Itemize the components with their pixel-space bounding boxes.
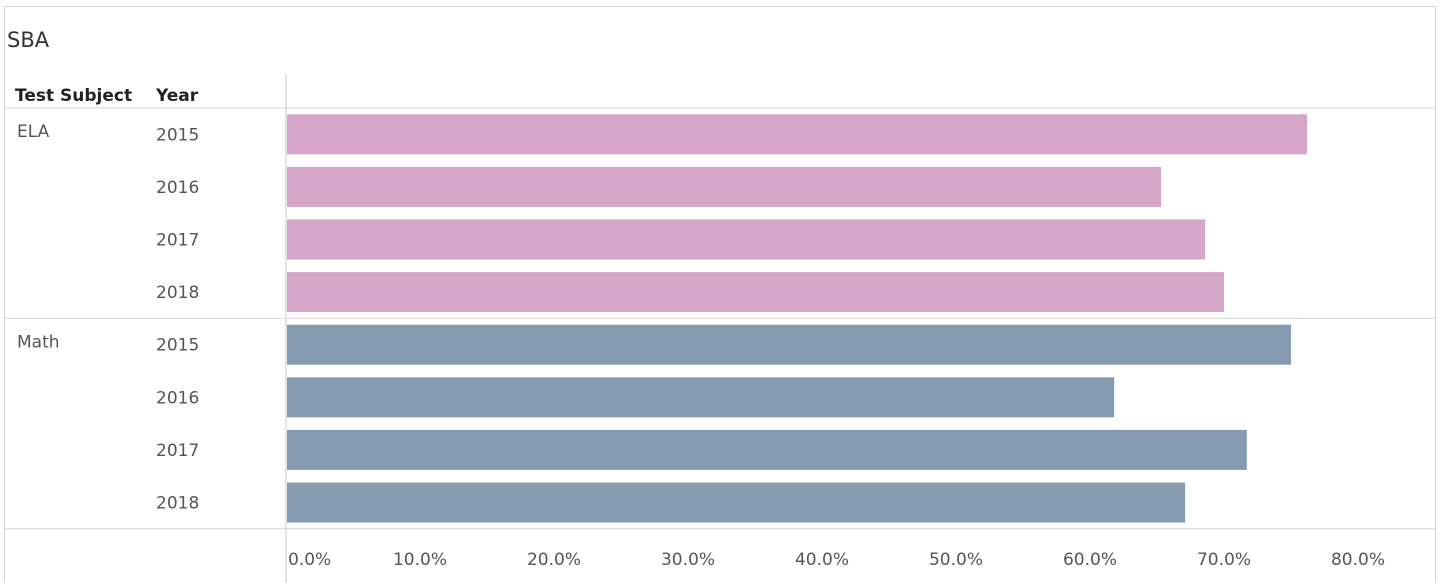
year-label: 2015 [156, 336, 199, 356]
x-tick-label: 50.0% [929, 550, 983, 570]
chart-frame [4, 6, 1436, 583]
chart-title: SBA [7, 28, 50, 52]
x-tick-label: 20.0% [527, 550, 581, 570]
header-test-subject: Test Subject [15, 86, 132, 106]
x-tick-label: 30.0% [661, 550, 715, 570]
subject-label-math: Math [17, 332, 60, 352]
year-label: 2018 [156, 283, 199, 303]
x-tick-label: 80.0% [1331, 550, 1385, 570]
year-label: 2018 [156, 494, 199, 514]
x-tick-label: 0.0% [288, 550, 331, 570]
bar-math-2018 [287, 482, 1186, 523]
bar-ela-2015 [287, 114, 1308, 155]
header-year: Year [155, 86, 199, 106]
year-label: 2016 [156, 178, 199, 198]
bar-math-2015 [287, 324, 1291, 365]
x-tick-label: 40.0% [795, 550, 849, 570]
year-label: 2017 [156, 441, 199, 461]
year-label: 2015 [156, 125, 199, 145]
year-label: 2017 [156, 231, 199, 251]
bar-ela-2018 [287, 272, 1224, 313]
x-tick-label: 60.0% [1063, 550, 1117, 570]
subject-label-ela: ELA [17, 122, 50, 142]
bar-math-2017 [287, 429, 1247, 470]
x-tick-label: 10.0% [393, 550, 447, 570]
x-tick-label: 70.0% [1197, 550, 1251, 570]
bar-ela-2016 [287, 166, 1162, 207]
bar-math-2016 [287, 377, 1115, 418]
bar-ela-2017 [287, 219, 1206, 260]
year-label: 2016 [156, 388, 199, 408]
